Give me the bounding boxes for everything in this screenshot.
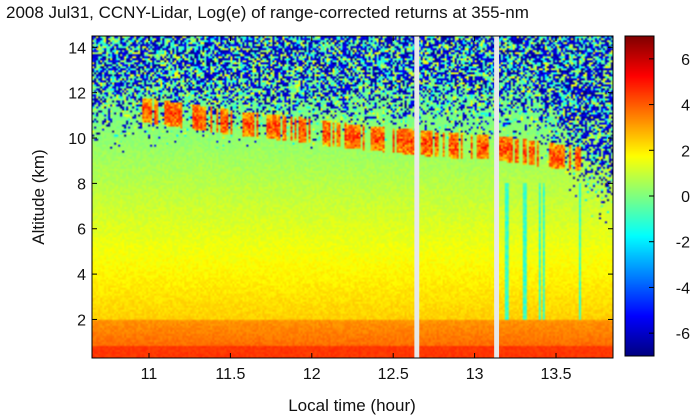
x-tick-label: 11 — [141, 366, 158, 383]
x-tick-label: 13 — [466, 366, 484, 383]
colorbar-tick-label: 6 — [681, 52, 690, 69]
x-tick-label: 12 — [303, 366, 321, 383]
plot-area — [91, 35, 614, 359]
colorbar-tick-label: -4 — [676, 280, 690, 297]
y-tick-label: 12 — [68, 86, 86, 103]
y-axis: 2 4 6 8 10 12 14 — [68, 40, 613, 329]
y-tick-label: 4 — [77, 267, 86, 284]
x-axis: 11 11.5 12 12.5 13 13.5 — [141, 36, 572, 383]
y-tick-label: 8 — [77, 176, 86, 193]
colorbar-tick-label: 0 — [681, 189, 690, 206]
chart-title: 2008 Jul31, CCNY-Lidar, Log(e) of range-… — [6, 3, 529, 22]
x-tick-label: 11.5 — [215, 366, 245, 383]
data-gaps — [414, 36, 500, 358]
y-tick-label: 14 — [68, 40, 86, 57]
data-gap — [414, 36, 420, 358]
y-tick-label: 6 — [77, 222, 86, 239]
y-axis-label: Altitude (km) — [29, 149, 48, 244]
colorbar: 6 4 2 0 -2 -4 -6 — [624, 35, 690, 357]
data-gap — [494, 36, 500, 358]
colorbar-tick-label: 2 — [681, 143, 690, 160]
colorbar-tick-label: 4 — [681, 98, 690, 115]
x-tick-label: 13.5 — [540, 366, 571, 383]
x-tick-label: 12.5 — [378, 366, 409, 383]
y-tick-label: 10 — [68, 131, 86, 148]
colorbar-tick-label: -6 — [676, 326, 690, 343]
plot-frame — [91, 35, 614, 359]
colorbar-tick-label: -2 — [676, 235, 690, 252]
y-tick-label: 2 — [77, 312, 86, 329]
heatmap-image — [92, 36, 613, 358]
colorbar-ticks: 6 4 2 0 -2 -4 -6 — [649, 52, 690, 343]
x-axis-label: Local time (hour) — [288, 396, 416, 415]
